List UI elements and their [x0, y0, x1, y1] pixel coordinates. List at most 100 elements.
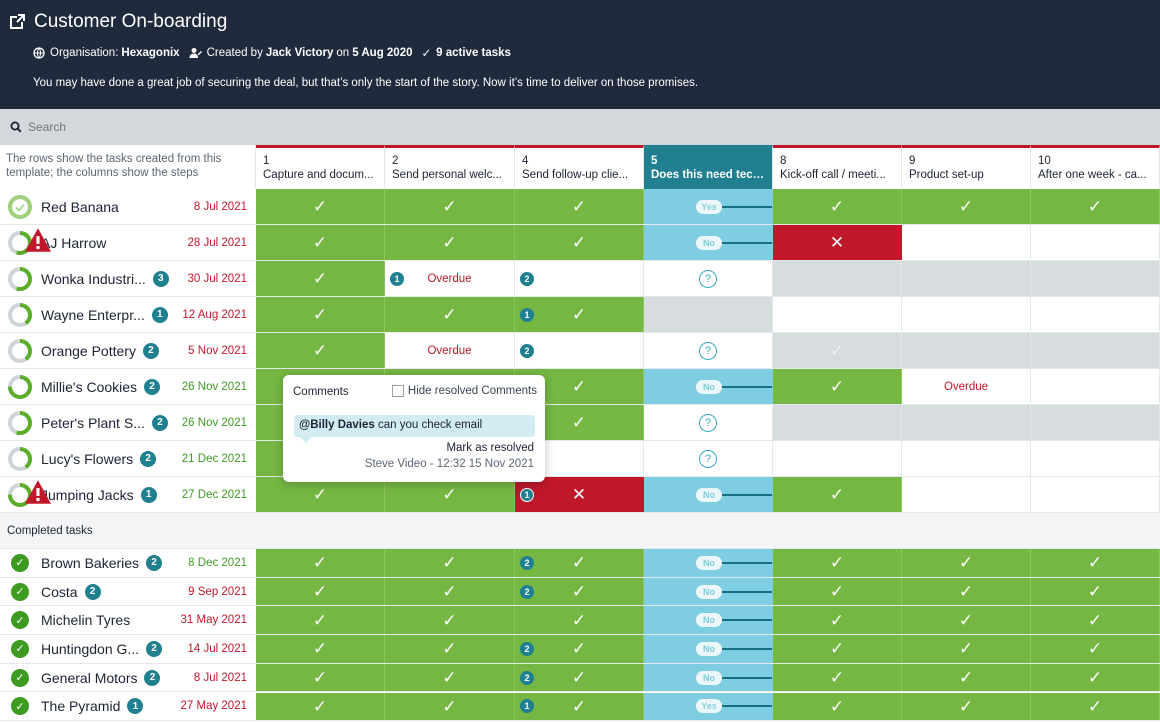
- step-cell[interactable]: No: [644, 663, 773, 692]
- external-link-icon[interactable]: [8, 13, 26, 31]
- step-cell[interactable]: ✓: [385, 225, 515, 260]
- step-cell[interactable]: 2 ✓: [515, 635, 644, 663]
- task-name[interactable]: Orange Pottery: [41, 342, 136, 359]
- step-cell[interactable]: Overdue: [385, 333, 515, 368]
- cell-comment-badge[interactable]: 1: [520, 487, 534, 502]
- column-header-step-5[interactable]: 5 Does this need tech...: [644, 145, 773, 189]
- step-cell[interactable]: ✓: [902, 692, 1031, 721]
- yes-no-toggle[interactable]: No: [696, 555, 772, 570]
- step-cell[interactable]: ✓: [773, 333, 902, 368]
- task-name[interactable]: Peter's Plant S...: [41, 414, 145, 431]
- step-cell[interactable]: Yes: [644, 189, 773, 224]
- cell-comment-badge[interactable]: 1: [520, 699, 534, 714]
- hide-resolved-checkbox[interactable]: [391, 385, 404, 397]
- step-cell[interactable]: ✓: [773, 369, 902, 404]
- step-cell[interactable]: ✓: [385, 692, 515, 721]
- yes-no-toggle[interactable]: Yes: [696, 699, 772, 714]
- comment-count-badge[interactable]: 1: [151, 306, 168, 323]
- yes-no-toggle[interactable]: No: [696, 235, 772, 250]
- cell-comment-badge[interactable]: 2: [520, 343, 534, 358]
- step-cell[interactable]: 2: [515, 333, 644, 368]
- cell-comment-badge[interactable]: 2: [520, 641, 534, 656]
- task-name[interactable]: Brown Bakeries: [41, 554, 140, 571]
- task-row-label[interactable]: ✓ Brown Bakeries 2 8 Dec 2021: [0, 549, 256, 577]
- step-cell[interactable]: [1031, 477, 1160, 512]
- step-cell[interactable]: [1031, 225, 1160, 260]
- comment-mention[interactable]: @Billy Davies: [299, 419, 375, 431]
- step-cell[interactable]: [902, 261, 1031, 296]
- step-cell[interactable]: No: [644, 635, 773, 663]
- task-row-label[interactable]: Peter's Plant S... 2 26 Nov 2021: [0, 405, 256, 440]
- step-cell[interactable]: ✓: [902, 189, 1031, 224]
- step-cell[interactable]: ✓: [902, 663, 1031, 692]
- comment-count-badge[interactable]: 2: [146, 640, 163, 657]
- yes-no-toggle[interactable]: No: [696, 584, 772, 599]
- task-row-label[interactable]: Wayne Enterpr... 1 12 Aug 2021: [0, 297, 256, 332]
- step-cell[interactable]: [1031, 369, 1160, 404]
- step-cell[interactable]: ✓: [256, 189, 385, 224]
- step-cell[interactable]: ?: [644, 441, 773, 476]
- step-cell[interactable]: ✓: [256, 333, 385, 368]
- yes-no-toggle[interactable]: No: [696, 613, 772, 628]
- step-cell[interactable]: ✓: [773, 635, 902, 663]
- comment-count-badge[interactable]: 1: [127, 698, 144, 715]
- yes-no-toggle[interactable]: No: [696, 641, 772, 656]
- task-name[interactable]: Huntingdon G...: [41, 640, 140, 657]
- column-header-step-1[interactable]: 1 Capture and docum...: [256, 145, 385, 189]
- step-cell[interactable]: [644, 297, 773, 332]
- comment-count-badge[interactable]: 3: [152, 270, 169, 287]
- comment-count-badge[interactable]: 2: [146, 554, 163, 571]
- step-cell[interactable]: ✓: [773, 577, 902, 606]
- step-cell[interactable]: [773, 405, 902, 440]
- comment-count-badge[interactable]: 2: [151, 414, 168, 431]
- step-cell[interactable]: ✓: [515, 606, 644, 635]
- task-name[interactable]: Michelin Tyres: [41, 612, 131, 629]
- step-cell[interactable]: [773, 261, 902, 296]
- step-cell[interactable]: ✓: [385, 297, 515, 332]
- task-name[interactable]: Millie's Cookies: [41, 378, 138, 395]
- comment-count-badge[interactable]: 2: [142, 342, 159, 359]
- task-row-label[interactable]: ✓ General Motors 2 8 Jul 2021: [0, 663, 256, 692]
- step-cell[interactable]: ✓: [256, 635, 385, 663]
- step-cell[interactable]: ✓: [902, 577, 1031, 606]
- hide-resolved-toggle[interactable]: Hide resolved Comments: [391, 385, 537, 397]
- step-cell[interactable]: ✓: [385, 663, 515, 692]
- step-cell[interactable]: No: [644, 225, 773, 260]
- cell-comment-badge[interactable]: 2: [520, 670, 534, 685]
- mark-as-resolved-link[interactable]: Mark as resolved: [446, 442, 534, 454]
- task-name[interactable]: Lucy's Flowers: [41, 450, 134, 467]
- cell-comment-badge[interactable]: 1: [520, 307, 534, 322]
- step-cell[interactable]: 2: [515, 261, 644, 296]
- step-cell[interactable]: [902, 333, 1031, 368]
- cell-comment-badge[interactable]: 1: [390, 271, 404, 286]
- step-cell[interactable]: No: [644, 369, 773, 404]
- step-cell[interactable]: ✓: [773, 189, 902, 224]
- task-row-label[interactable]: Jumping Jacks 1 27 Dec 2021: [0, 477, 256, 512]
- step-cell[interactable]: ✓: [902, 549, 1031, 577]
- step-cell[interactable]: ✓: [773, 477, 902, 512]
- step-cell[interactable]: [1031, 333, 1160, 368]
- column-header-step-9[interactable]: 9 Product set-up: [902, 145, 1031, 189]
- step-cell[interactable]: No: [644, 477, 773, 512]
- step-cell[interactable]: 2 ✓: [515, 577, 644, 606]
- task-row-label[interactable]: ✓ Michelin Tyres 31 May 2021: [0, 606, 256, 635]
- step-cell[interactable]: ✓: [256, 606, 385, 635]
- cell-comment-badge[interactable]: 2: [520, 271, 534, 286]
- question-icon[interactable]: ?: [699, 269, 717, 288]
- step-cell[interactable]: ✓: [902, 606, 1031, 635]
- step-cell[interactable]: 1 ✓: [515, 692, 644, 721]
- step-cell[interactable]: ✓: [256, 261, 385, 296]
- step-cell[interactable]: ?: [644, 405, 773, 440]
- task-row-label[interactable]: ✓ Huntingdon G... 2 14 Jul 2021: [0, 635, 256, 663]
- step-cell[interactable]: [1031, 297, 1160, 332]
- step-cell[interactable]: No: [644, 577, 773, 606]
- step-cell[interactable]: 1 ✓: [515, 297, 644, 332]
- step-cell[interactable]: ✓: [256, 663, 385, 692]
- step-cell[interactable]: ✓: [385, 549, 515, 577]
- step-cell[interactable]: ✓: [1031, 663, 1160, 692]
- step-cell[interactable]: 1 ✕: [515, 477, 644, 512]
- yes-no-toggle[interactable]: Yes: [696, 199, 772, 214]
- step-cell[interactable]: No: [644, 549, 773, 577]
- step-cell[interactable]: ✕: [773, 225, 902, 260]
- step-cell[interactable]: ✓: [385, 189, 515, 224]
